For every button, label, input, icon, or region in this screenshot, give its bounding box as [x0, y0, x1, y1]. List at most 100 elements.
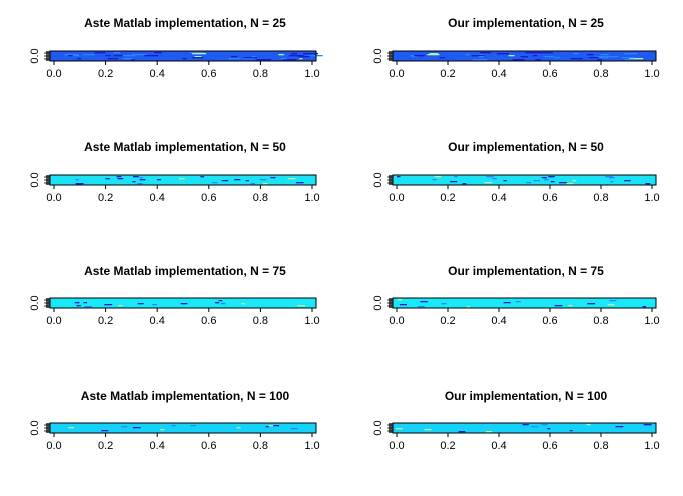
x-tick-label: 0.4 [150, 315, 165, 327]
x-tick-label: 1.0 [304, 440, 319, 452]
heatmap-cell [137, 303, 144, 305]
heatmap-cell [113, 52, 121, 54]
heatmap-cell [132, 54, 147, 56]
heatmap-cell [512, 59, 519, 61]
heatmap-cell [587, 303, 596, 305]
y-tick-label: 0.0 [29, 172, 41, 187]
heatmap-cell [559, 182, 567, 184]
heatmap-cell [525, 52, 538, 54]
heatmap-cell [67, 55, 73, 57]
y-tick-label: 0.0 [29, 420, 41, 435]
heatmap-cell [545, 52, 553, 54]
heatmap-cell [256, 59, 272, 61]
x-tick-label: 0.6 [201, 440, 216, 452]
heatmap-cell [643, 424, 652, 426]
heatmap-cell [259, 179, 267, 181]
heatmap-cell [458, 431, 466, 433]
heatmap-cell [554, 57, 561, 59]
x-tick-label: 0.2 [98, 440, 113, 452]
x-tick-label: 0.8 [253, 192, 268, 204]
heatmap-cell [84, 306, 93, 308]
heatmap-cell [295, 182, 304, 184]
x-tick-label: 0.4 [491, 192, 506, 204]
x-tick-label: 0.2 [440, 68, 455, 80]
heatmap-cell [152, 304, 158, 306]
heatmap-cell [429, 53, 439, 55]
y-tick-label: 0.0 [372, 295, 384, 310]
heatmap-cell [554, 305, 563, 307]
x-tick-label: 0.0 [46, 315, 61, 327]
heatmap-cell [596, 56, 606, 58]
heatmap-cell [515, 301, 521, 303]
plot-frame [392, 174, 657, 186]
heatmap-cell [486, 176, 494, 178]
heatmap-cell [228, 58, 241, 60]
x-tick-label: 0.8 [593, 68, 608, 80]
panel-title: Our implementation, N = 100 [445, 389, 608, 403]
heatmap-cell [270, 177, 276, 179]
x-tick-label: 0.8 [253, 440, 268, 452]
x-tick-label: 0.0 [389, 68, 404, 80]
heatmap-cell [132, 181, 136, 183]
heatmap-cell [297, 305, 306, 307]
heatmap-cell [268, 425, 276, 427]
heatmap-cell [609, 300, 617, 302]
heatmap-cell [399, 304, 407, 306]
heatmap-cell [531, 426, 539, 428]
heatmap-cell [522, 424, 529, 426]
x-tick-label: 0.2 [98, 315, 113, 327]
heatmap-cell [107, 58, 119, 60]
heatmap-cell [471, 55, 485, 57]
heatmap-cell [520, 56, 528, 58]
panel-3: Aste Matlab implementation, N = 50 0.0 0.0… [29, 140, 320, 204]
heatmap-cell [479, 52, 492, 54]
heatmap-cell [298, 56, 310, 58]
x-tick-label: 0.8 [593, 315, 608, 327]
heatmap-cell [200, 176, 205, 178]
heatmap-cell [281, 58, 287, 60]
heatmap-cell [192, 53, 207, 55]
x-tick-label: 0.0 [46, 440, 61, 452]
heatmap-cell [287, 178, 296, 180]
heatmap-cell [397, 299, 403, 301]
heatmap-field [393, 298, 656, 308]
heatmap-cell [215, 302, 219, 304]
heatmap-cell [139, 177, 144, 179]
heatmap-cell [123, 58, 134, 60]
heatmap-cell [492, 178, 497, 180]
x-tick-label: 0.2 [98, 68, 113, 80]
plot-frame [49, 422, 317, 434]
heatmap-cell [83, 302, 87, 304]
heatmap-field [50, 51, 316, 61]
x-tick-label: 0.4 [491, 315, 506, 327]
heatmap-cell [290, 53, 297, 55]
heatmap-cell [503, 180, 507, 182]
heatmap-cell [496, 53, 510, 55]
heatmap-cell [441, 303, 447, 305]
heatmap-cell [532, 55, 538, 57]
heatmap-cell [395, 428, 403, 430]
panel-title: Aste Matlab implementation, N = 25 [84, 16, 286, 30]
heatmap-cell [116, 176, 122, 178]
heatmap-cell [234, 179, 241, 181]
heatmap-cell [596, 57, 609, 59]
heatmap-cell [241, 303, 246, 305]
heatmap-cell [243, 57, 257, 59]
heatmap-cell [221, 180, 229, 182]
heatmap-cell [137, 183, 143, 185]
heatmap-cell [303, 53, 318, 55]
heatmap-cell [589, 57, 600, 59]
heatmap-cell [397, 176, 401, 178]
heatmap-cell [615, 426, 624, 428]
heatmap-field [50, 423, 316, 433]
panel-title: Our implementation, N = 50 [448, 140, 604, 154]
heatmap-cell [462, 183, 467, 185]
heatmap-cell [541, 424, 548, 426]
heatmap-cell [434, 176, 442, 178]
heatmap-cell [121, 426, 128, 428]
plot-frame [49, 50, 317, 62]
x-tick-label: 0.8 [593, 192, 608, 204]
panel-title: Our implementation, N = 75 [448, 264, 604, 278]
heatmap-cell [180, 303, 188, 305]
heatmap-cell [621, 57, 634, 59]
